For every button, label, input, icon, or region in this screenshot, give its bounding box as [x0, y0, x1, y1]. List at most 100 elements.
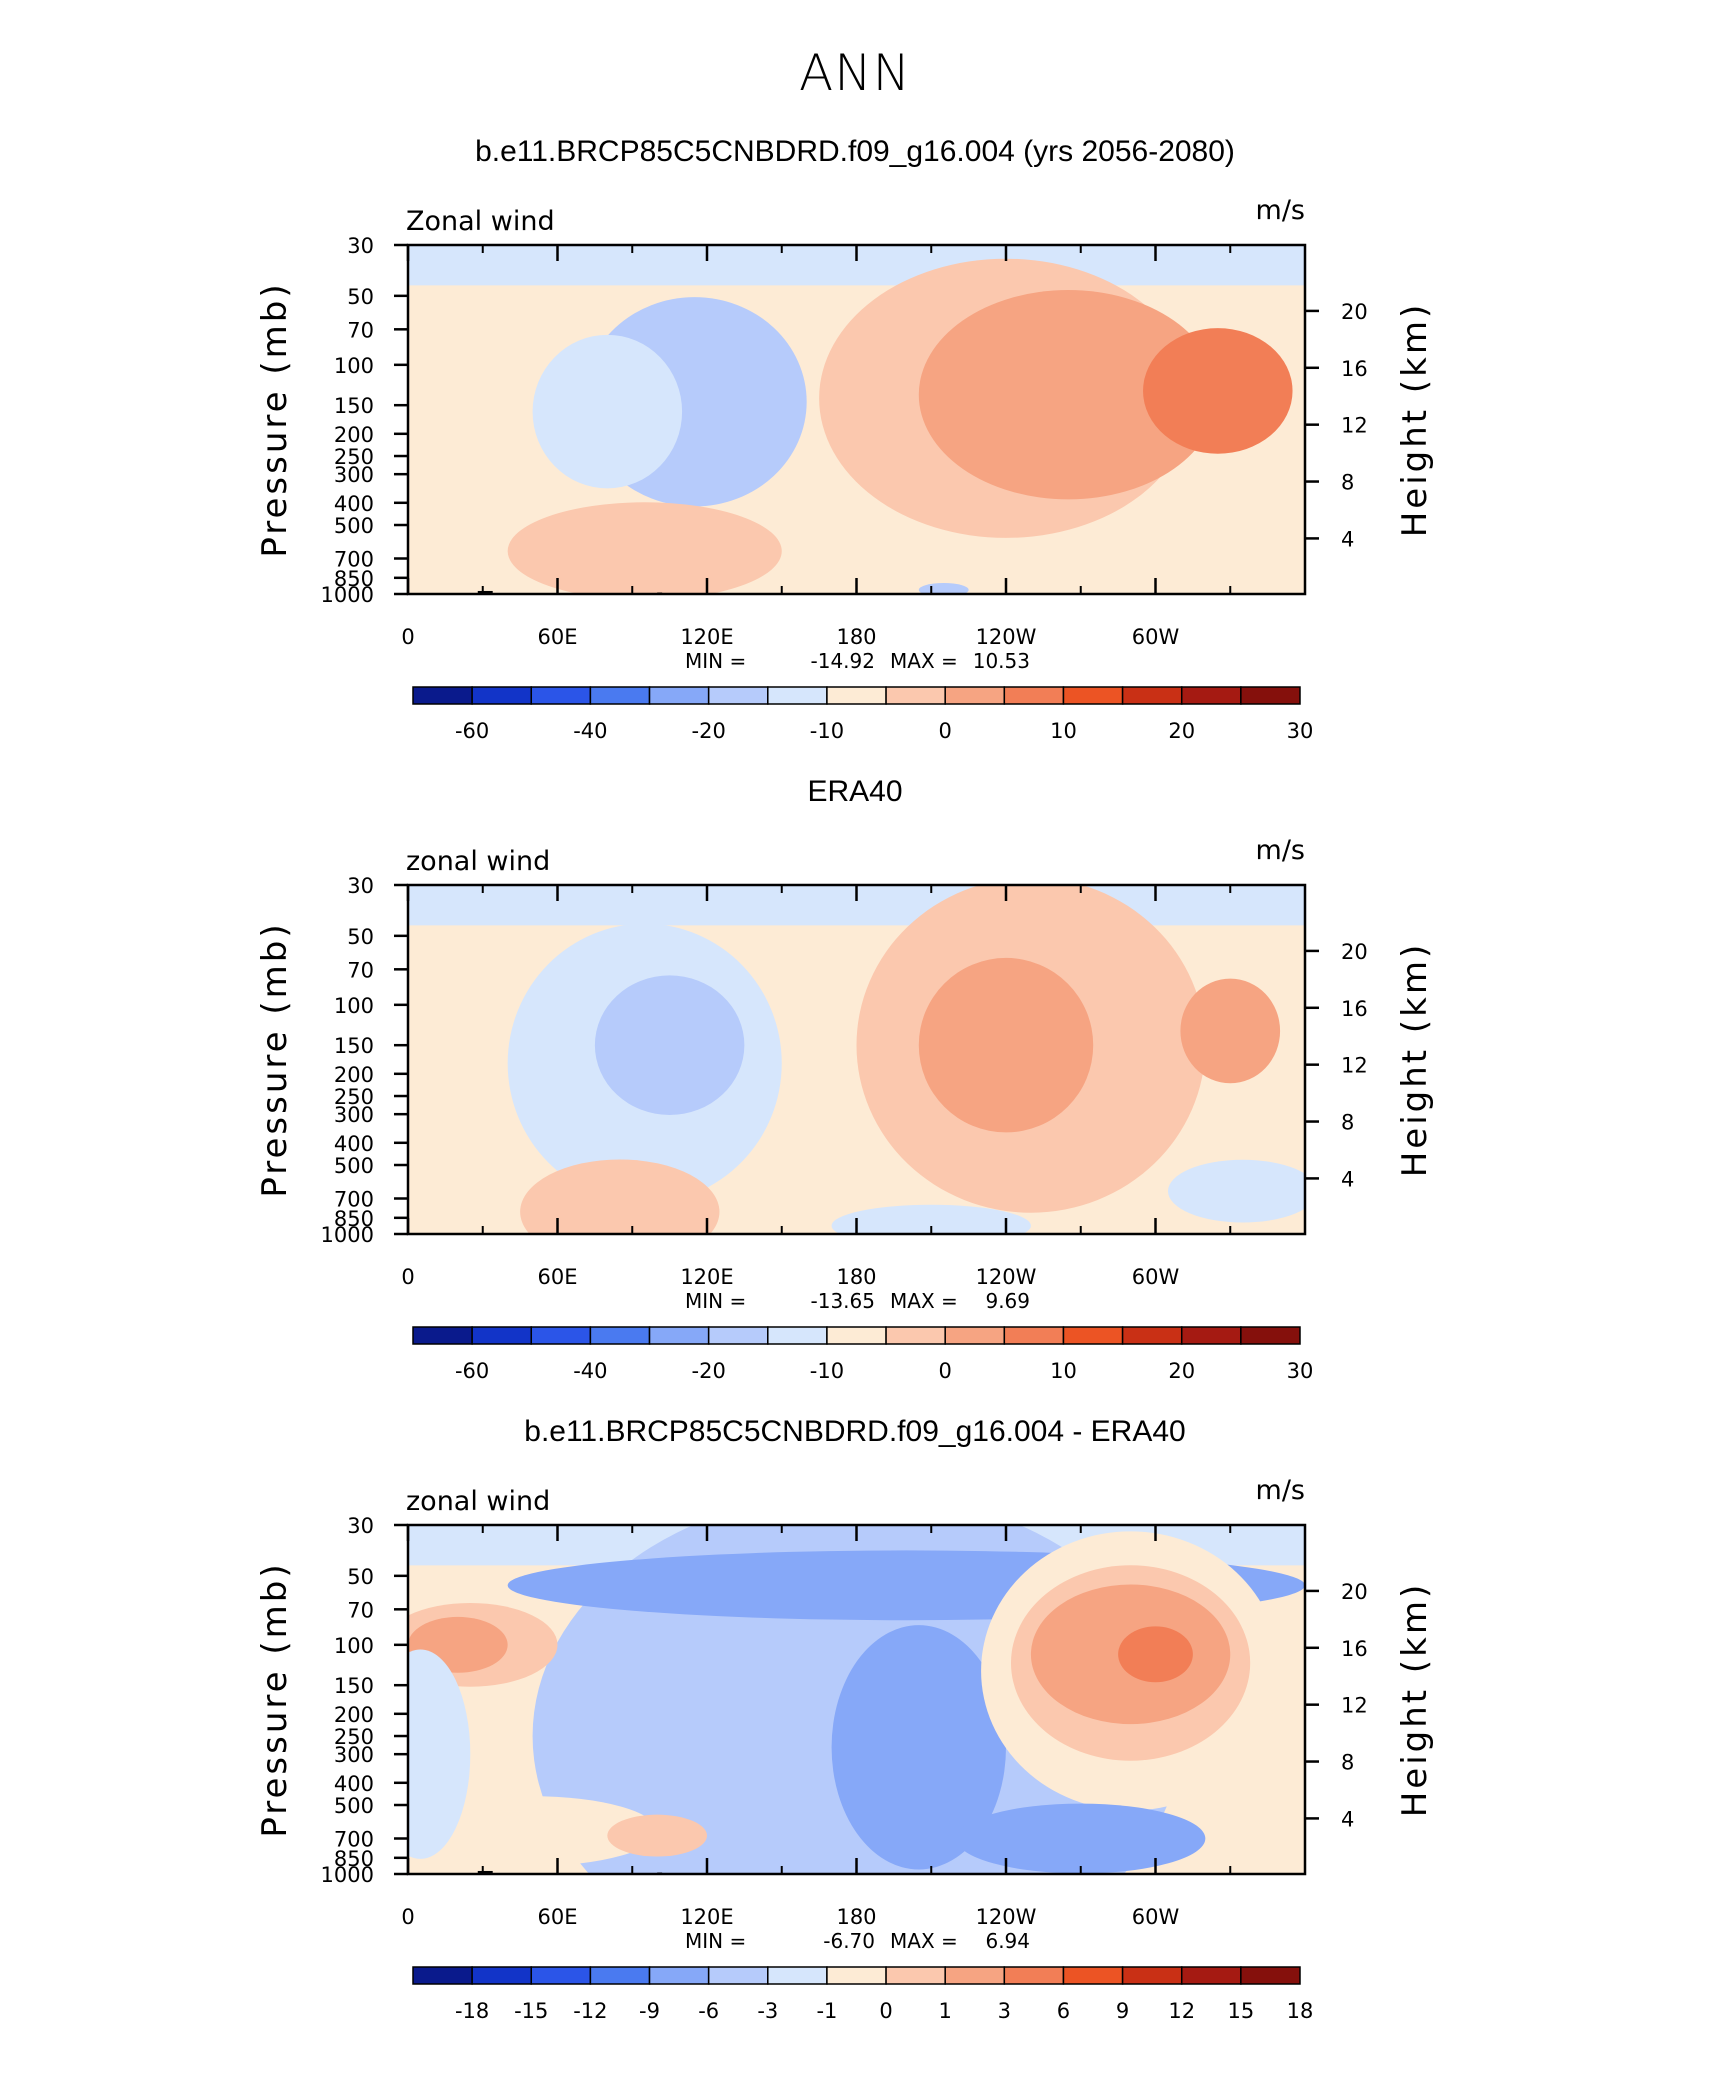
colorbar-swatch	[1003, 1326, 1065, 1345]
y-tick-label: 300	[334, 1743, 374, 1767]
height-tick-label: 20	[1341, 1580, 1368, 1604]
colorbar-swatch	[1121, 1966, 1183, 1985]
y-tick-label: 850	[334, 1207, 374, 1231]
colorbar-swatch	[589, 686, 651, 705]
height-tick-label: 8	[1341, 1751, 1354, 1775]
colorbar-swatch	[885, 1326, 946, 1345]
colorbar-swatch	[471, 1326, 533, 1345]
colorbar-swatch	[589, 1326, 651, 1345]
units-label: m/s	[1256, 1475, 1305, 1506]
min-value: -14.92	[811, 649, 875, 673]
contour-region-7	[831, 1204, 1031, 1234]
colorbar-swatch	[648, 1326, 710, 1345]
height-tick-label: 16	[1341, 1637, 1368, 1661]
contour-region-8	[1167, 1159, 1305, 1223]
max-value: 10.53	[973, 649, 1030, 673]
colorbar-swatch	[1180, 686, 1242, 705]
y-tick-label: 100	[334, 994, 374, 1018]
y-tick-label: 30	[347, 1514, 374, 1538]
y-tick-label: 150	[334, 394, 374, 418]
field-contours	[507, 258, 1293, 594]
colorbar-label: 18	[1287, 1999, 1314, 2023]
y-tick-label: 100	[334, 1634, 374, 1658]
colorbar-label: 0	[879, 1999, 892, 2023]
colorbar-swatch	[412, 686, 473, 705]
units-label: m/s	[1256, 195, 1305, 226]
colorbar-label: 12	[1168, 1999, 1195, 2023]
colorbar-label: -18	[455, 1999, 489, 2023]
units-label: m/s	[1256, 835, 1305, 866]
contour-region-5	[1180, 978, 1281, 1084]
colorbar-swatch	[1003, 1966, 1065, 1985]
contour-region-12	[607, 1814, 708, 1857]
y-tick-label: 50	[347, 1565, 374, 1589]
x-tick-label: 120W	[976, 1905, 1037, 1929]
topography-block-2	[477, 590, 493, 594]
x-tick-label: 60W	[1132, 1265, 1180, 1289]
colorbar-swatch	[1062, 686, 1124, 705]
x-tick-label: 120E	[680, 625, 733, 649]
colorbar-label: -60	[455, 719, 489, 743]
y-tick-label: 150	[334, 1034, 374, 1058]
height-tick-label: 20	[1341, 300, 1368, 324]
colorbar-swatch	[707, 1966, 769, 1985]
field-contours	[408, 1525, 1305, 1874]
y-axis-right-title: Height (km)	[1395, 942, 1435, 1178]
panel-1-plot: 0 60E 120E 180 120W 60W3050701001502002503004…	[255, 195, 1435, 743]
colorbar-swatch	[1121, 1326, 1183, 1345]
colorbar-label: 20	[1168, 1359, 1195, 1383]
colorbar-label: 10	[1050, 719, 1077, 743]
colorbar-swatch	[471, 686, 533, 705]
colorbar-swatch	[1240, 686, 1301, 705]
colorbar-label: -20	[692, 1359, 726, 1383]
y-tick-label: 250	[334, 1085, 374, 1109]
contour-region-2	[594, 975, 745, 1115]
y-tick-label: 300	[334, 1103, 374, 1127]
panel-3-title: b.e11.BRCP85C5CNBDRD.f09_g16.004 - ERA40	[524, 1415, 1186, 1448]
colorbar-swatch	[944, 686, 1006, 705]
colorbar: -60 -40 -20 -10 0 10 20 30	[412, 686, 1313, 743]
colorbar-label: -1	[816, 1999, 837, 2023]
height-tick-label: 8	[1341, 1111, 1354, 1135]
colorbar-label: -3	[757, 1999, 778, 2023]
y-tick-label: 1000	[321, 1863, 374, 1887]
contour-region-13	[408, 1649, 471, 1859]
main-title: ANN	[798, 44, 911, 102]
colorbar-swatch	[1180, 1966, 1242, 1985]
y-tick-label: 1000	[321, 1223, 374, 1247]
variable-label: zonal wind	[406, 1486, 550, 1517]
colorbar-label: -15	[514, 1999, 548, 2023]
colorbar-swatch	[1062, 1966, 1124, 1985]
colorbar-swatch	[707, 686, 769, 705]
y-tick-label: 850	[334, 1847, 374, 1871]
y-tick-label: 700	[334, 1828, 374, 1852]
colorbar-swatch	[1240, 1966, 1301, 1985]
contour-region-4	[918, 289, 1218, 500]
y-tick-label: 200	[334, 1063, 374, 1087]
colorbar-label: 0	[939, 1359, 952, 1383]
contour-region-11	[408, 1796, 658, 1867]
variable-label: zonal wind	[406, 846, 550, 877]
x-tick-label: 0	[401, 625, 414, 649]
plot-area	[408, 1525, 1305, 1874]
y-axis-right-title: Height (km)	[1395, 1582, 1435, 1818]
y-tick-label: 850	[334, 567, 374, 591]
x-tick-label: 120W	[976, 1265, 1037, 1289]
colorbar-swatch	[530, 686, 592, 705]
height-tick-label: 4	[1341, 1167, 1354, 1191]
height-tick-label: 16	[1341, 997, 1368, 1021]
field-contours	[507, 885, 1305, 1234]
height-tick-label: 8	[1341, 471, 1354, 495]
min-label: MIN =	[685, 1929, 746, 1953]
y-tick-label: 200	[334, 423, 374, 447]
height-tick-label: 4	[1341, 527, 1354, 551]
y-tick-label: 500	[334, 1154, 374, 1178]
colorbar-label: 1	[939, 1999, 952, 2023]
y-tick-label: 250	[334, 445, 374, 469]
colorbar-swatch	[944, 1966, 1006, 1985]
colorbar-label: 0	[939, 719, 952, 743]
x-tick-label: 60E	[538, 1265, 578, 1289]
contour-region-3	[831, 1625, 1007, 1870]
colorbar: -18 -15 -12 -9 -6 -3 -1 0 1 3 6 9 12 15 18	[412, 1966, 1314, 2023]
